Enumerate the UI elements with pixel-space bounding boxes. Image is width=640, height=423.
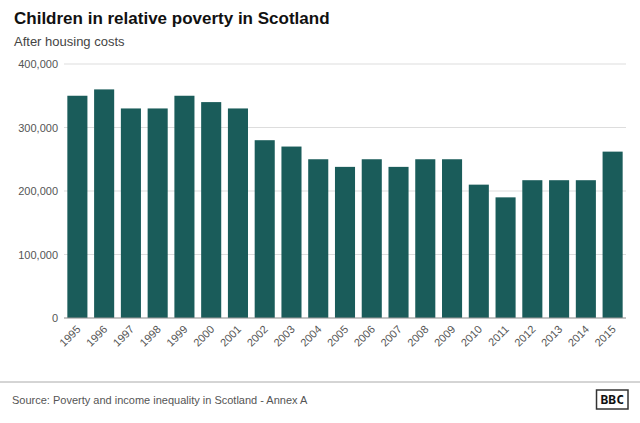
x-tick-label: 2012 (512, 323, 538, 349)
x-tick-label: 2014 (565, 323, 591, 349)
bar (255, 140, 275, 318)
bar (281, 147, 301, 318)
x-tick-label: 2013 (539, 323, 565, 349)
bar (603, 152, 623, 318)
x-axis-line (64, 318, 626, 319)
grid-line (64, 318, 626, 319)
chart: Children in relative poverty in Scotland… (0, 0, 640, 423)
bar (121, 108, 141, 318)
logo: BBC (597, 390, 628, 409)
bar (549, 180, 569, 318)
source: Source: Poverty and income inequality in… (12, 394, 308, 406)
bar (148, 108, 168, 318)
bar (335, 167, 355, 318)
x-tick-label: 2003 (271, 323, 297, 349)
bar (308, 159, 328, 318)
y-tick-label: 0 (52, 312, 58, 324)
x-tick-label: 1995 (57, 323, 83, 349)
bar (228, 108, 248, 318)
bar (94, 89, 114, 318)
x-tick-label: 2009 (432, 323, 458, 349)
x-axis: 1995199619971998199920002001200220032004… (57, 323, 618, 349)
y-tick-label: 200,000 (18, 185, 58, 197)
x-tick-label: 2004 (298, 323, 324, 349)
x-tick-label: 2001 (218, 323, 244, 349)
x-tick-label: 1997 (111, 323, 137, 349)
bar (522, 180, 542, 318)
bar (388, 167, 408, 318)
x-tick-label: 2005 (325, 323, 351, 349)
subtitle: After housing costs (14, 34, 125, 49)
y-tick-label: 400,000 (18, 58, 58, 70)
x-tick-label: 2002 (244, 323, 270, 349)
bar (201, 102, 221, 318)
x-tick-label: 2011 (486, 323, 511, 348)
bar (415, 159, 435, 318)
annotation-box (597, 390, 628, 409)
bar (496, 197, 516, 318)
footer-rule (0, 382, 640, 383)
bar (469, 185, 489, 318)
bar (67, 96, 87, 318)
x-tick-label: 2008 (405, 323, 431, 349)
bar (174, 96, 194, 318)
x-tick-label: 2000 (191, 323, 217, 349)
x-tick-label: 1998 (137, 323, 163, 349)
x-tick-label: 1996 (84, 323, 110, 349)
annotation: BBC (601, 392, 624, 407)
bars (67, 89, 622, 318)
x-tick-label: 2015 (592, 323, 618, 349)
y-tick-label: 300,000 (18, 122, 58, 134)
bar (442, 159, 462, 318)
x-tick-label: 1999 (164, 323, 190, 349)
title: Children in relative poverty in Scotland (14, 9, 330, 28)
y-axis: 0 100,000 200,000 300,000 400,000 (18, 58, 58, 324)
x-tick-label: 2007 (378, 323, 404, 349)
grid (64, 64, 626, 318)
bar (576, 180, 596, 318)
x-tick-label: 2010 (458, 323, 484, 349)
bar (362, 159, 382, 318)
x-tick-label: 2006 (351, 323, 377, 349)
y-tick-label: 100,000 (18, 249, 58, 261)
grid-line (64, 64, 626, 65)
